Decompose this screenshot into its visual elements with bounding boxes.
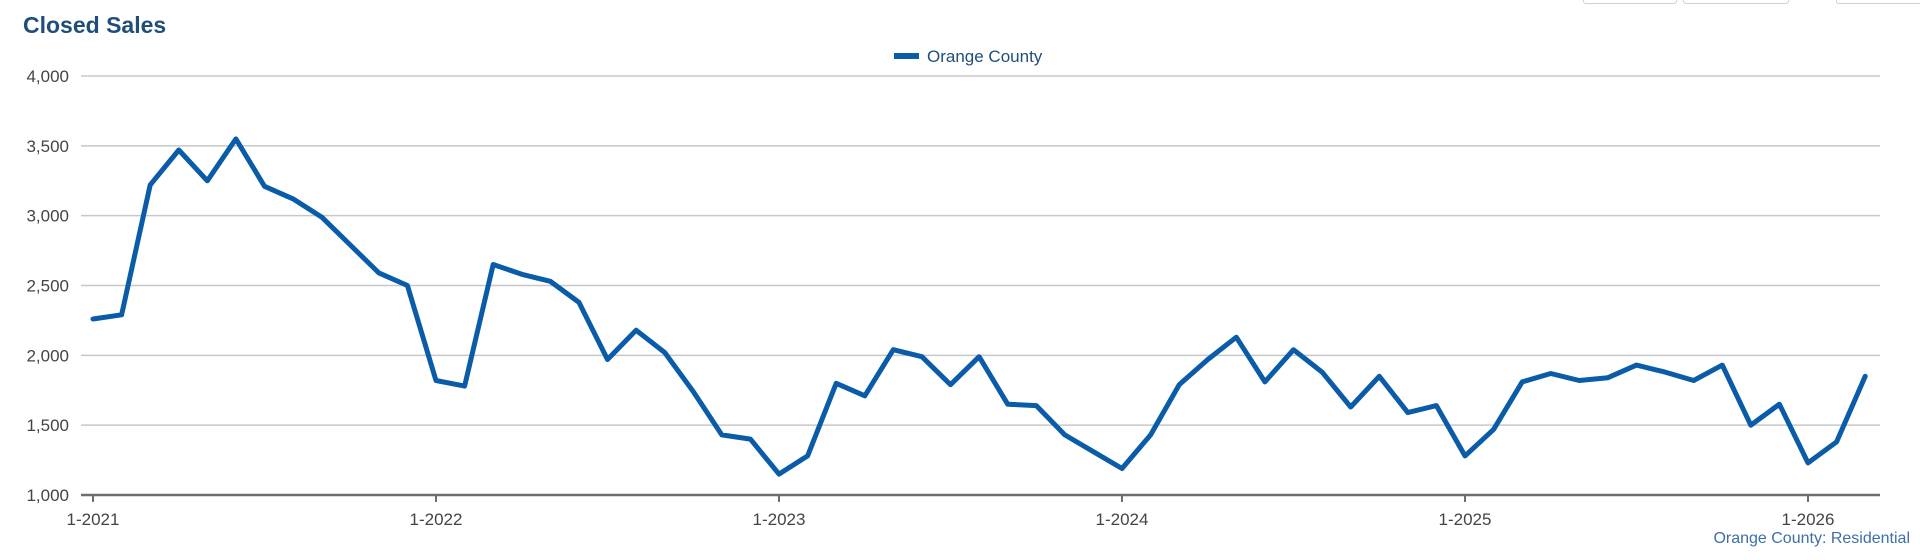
menu-button[interactable] (1836, 0, 1920, 4)
print-button[interactable] (1683, 0, 1789, 4)
legend[interactable]: Orange County (894, 47, 1043, 66)
x-tick-label: 1-2022 (410, 510, 463, 529)
y-tick-label: 3,500 (26, 137, 69, 156)
series-layer (90, 136, 1868, 477)
y-tick-label: 3,000 (26, 207, 69, 226)
y-tick-label: 4,000 (26, 67, 69, 86)
export-button[interactable] (1583, 0, 1677, 4)
x-tick-label: 1-2026 (1782, 510, 1835, 529)
y-tick-label: 2,000 (26, 346, 69, 365)
grid-lines (81, 75, 1880, 426)
legend-label-orange-county[interactable]: Orange County (927, 47, 1043, 66)
x-tick-label: 1-2024 (1096, 510, 1149, 529)
y-axis: 1,000 1,500 2,000 2,500 3,000 3,500 4,000 (26, 67, 69, 505)
x-tick-label: 1-2023 (753, 510, 806, 529)
legend-swatch (894, 53, 919, 59)
x-tick-label: 1-2021 (67, 510, 120, 529)
y-tick-label: 2,500 (26, 277, 69, 296)
x-axis: 1-2021 1-2022 1-2023 1-2024 1-2025 1-2026 (67, 493, 1880, 529)
series-line-orange-county (90, 136, 1868, 477)
y-tick-label: 1,500 (26, 416, 69, 435)
chart-credits: Orange County: Residential (1713, 530, 1910, 547)
x-tick-label: 1-2025 (1439, 510, 1492, 529)
chart-title: Closed Sales (23, 12, 167, 38)
y-tick-label: 1,000 (26, 486, 69, 505)
